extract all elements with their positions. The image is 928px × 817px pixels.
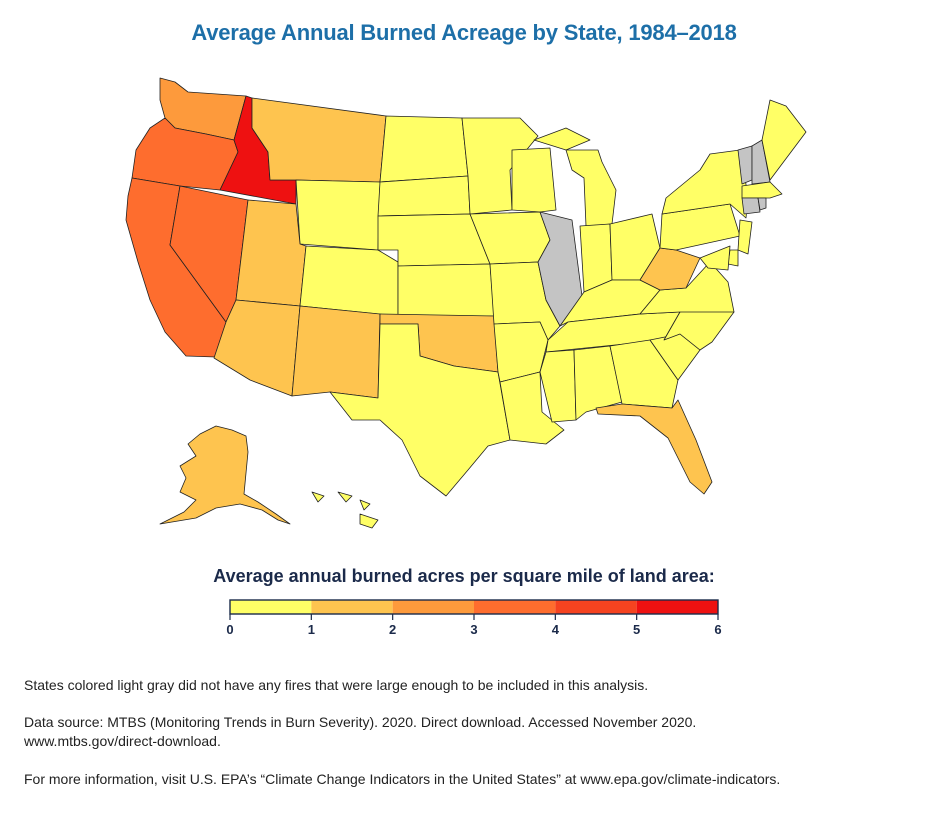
state-mt — [251, 97, 387, 183]
state-nm — [291, 305, 381, 399]
legend-tick-label: 0 — [226, 622, 233, 637]
gray-states-note: States colored light gray did not have a… — [24, 677, 649, 693]
color-legend: 0 1 2 3 4 5 6 — [226, 599, 722, 637]
legend-swatch-6 — [636, 600, 718, 614]
data-source-line-1: Data source: MTBS (Monitoring Trends in … — [24, 714, 697, 730]
legend-swatch-3 — [392, 600, 474, 614]
legend-swatch-2 — [311, 600, 393, 614]
state-ma — [741, 181, 783, 199]
state-ak — [159, 425, 291, 525]
state-md — [699, 245, 731, 271]
state-ms — [539, 349, 577, 423]
state-me — [761, 99, 807, 181]
us-state-map — [125, 77, 807, 529]
state-ct — [741, 197, 761, 215]
state-ga — [609, 339, 679, 409]
legend-tick-label: 1 — [308, 622, 315, 637]
state-il — [537, 211, 583, 327]
state-ut — [235, 199, 307, 307]
legend-tick-label: 5 — [633, 622, 640, 637]
data-source-line-2: www.mtbs.gov/direct-download. — [24, 733, 221, 749]
legend-tick-label: 2 — [389, 622, 396, 637]
state-nd — [379, 115, 469, 183]
more-info-note: For more information, visit U.S. EPA’s “… — [24, 771, 781, 787]
map-title: Average Annual Burned Acreage by State, … — [191, 20, 737, 45]
legend-tick-label: 4 — [552, 622, 560, 637]
state-ks — [397, 263, 495, 317]
state-wi — [511, 147, 557, 213]
state-ri — [757, 197, 767, 211]
legend-swatch-1 — [230, 600, 312, 614]
legend-tick-label: 3 — [470, 622, 477, 637]
state-ny — [661, 149, 749, 219]
state-nj — [737, 219, 753, 255]
state-hi — [311, 491, 379, 529]
state-wy — [295, 179, 381, 251]
legend-title: Average annual burned acres per square m… — [213, 566, 715, 586]
legend-swatch-4 — [474, 600, 556, 614]
state-sd — [377, 175, 471, 217]
state-mn — [461, 117, 539, 215]
state-fl — [595, 399, 713, 495]
state-co — [299, 245, 399, 317]
state-tx — [329, 323, 511, 497]
legend-tick-label: 6 — [714, 622, 721, 637]
legend-swatch-5 — [555, 600, 637, 614]
